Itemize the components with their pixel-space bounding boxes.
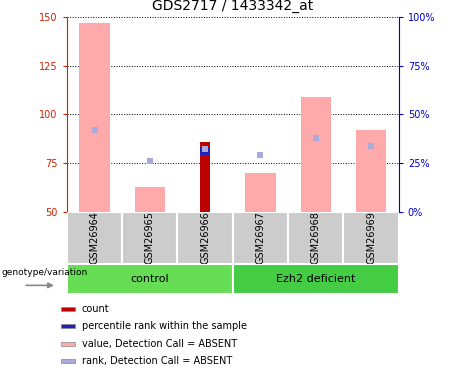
- Text: value, Detection Call = ABSENT: value, Detection Call = ABSENT: [82, 339, 236, 349]
- Bar: [288, 212, 343, 264]
- Bar: [233, 212, 288, 264]
- Text: count: count: [82, 304, 109, 314]
- Bar: [177, 212, 233, 264]
- Text: rank, Detection Call = ABSENT: rank, Detection Call = ABSENT: [82, 356, 232, 366]
- Text: GSM26969: GSM26969: [366, 211, 376, 264]
- Text: Ezh2 deficient: Ezh2 deficient: [276, 274, 355, 284]
- Bar: [245, 173, 276, 212]
- Text: percentile rank within the sample: percentile rank within the sample: [82, 321, 247, 332]
- Bar: [61, 307, 75, 311]
- Bar: [135, 186, 165, 212]
- Bar: [200, 147, 211, 155]
- Bar: [79, 23, 110, 212]
- Bar: [61, 359, 75, 363]
- Text: GSM26966: GSM26966: [200, 211, 210, 264]
- Title: GDS2717 / 1433342_at: GDS2717 / 1433342_at: [152, 0, 313, 13]
- Text: genotype/variation: genotype/variation: [1, 268, 88, 277]
- Bar: [233, 264, 399, 294]
- Bar: [122, 212, 177, 264]
- Bar: [301, 97, 331, 212]
- Bar: [67, 264, 233, 294]
- Bar: [356, 130, 386, 212]
- Bar: [67, 212, 122, 264]
- Text: control: control: [130, 274, 169, 284]
- Text: GSM26967: GSM26967: [255, 211, 266, 264]
- Bar: [61, 342, 75, 346]
- Text: GSM26968: GSM26968: [311, 211, 321, 264]
- Text: GSM26965: GSM26965: [145, 211, 155, 264]
- Bar: [343, 212, 399, 264]
- Bar: [61, 324, 75, 328]
- Text: GSM26964: GSM26964: [89, 211, 100, 264]
- Bar: [200, 142, 211, 212]
